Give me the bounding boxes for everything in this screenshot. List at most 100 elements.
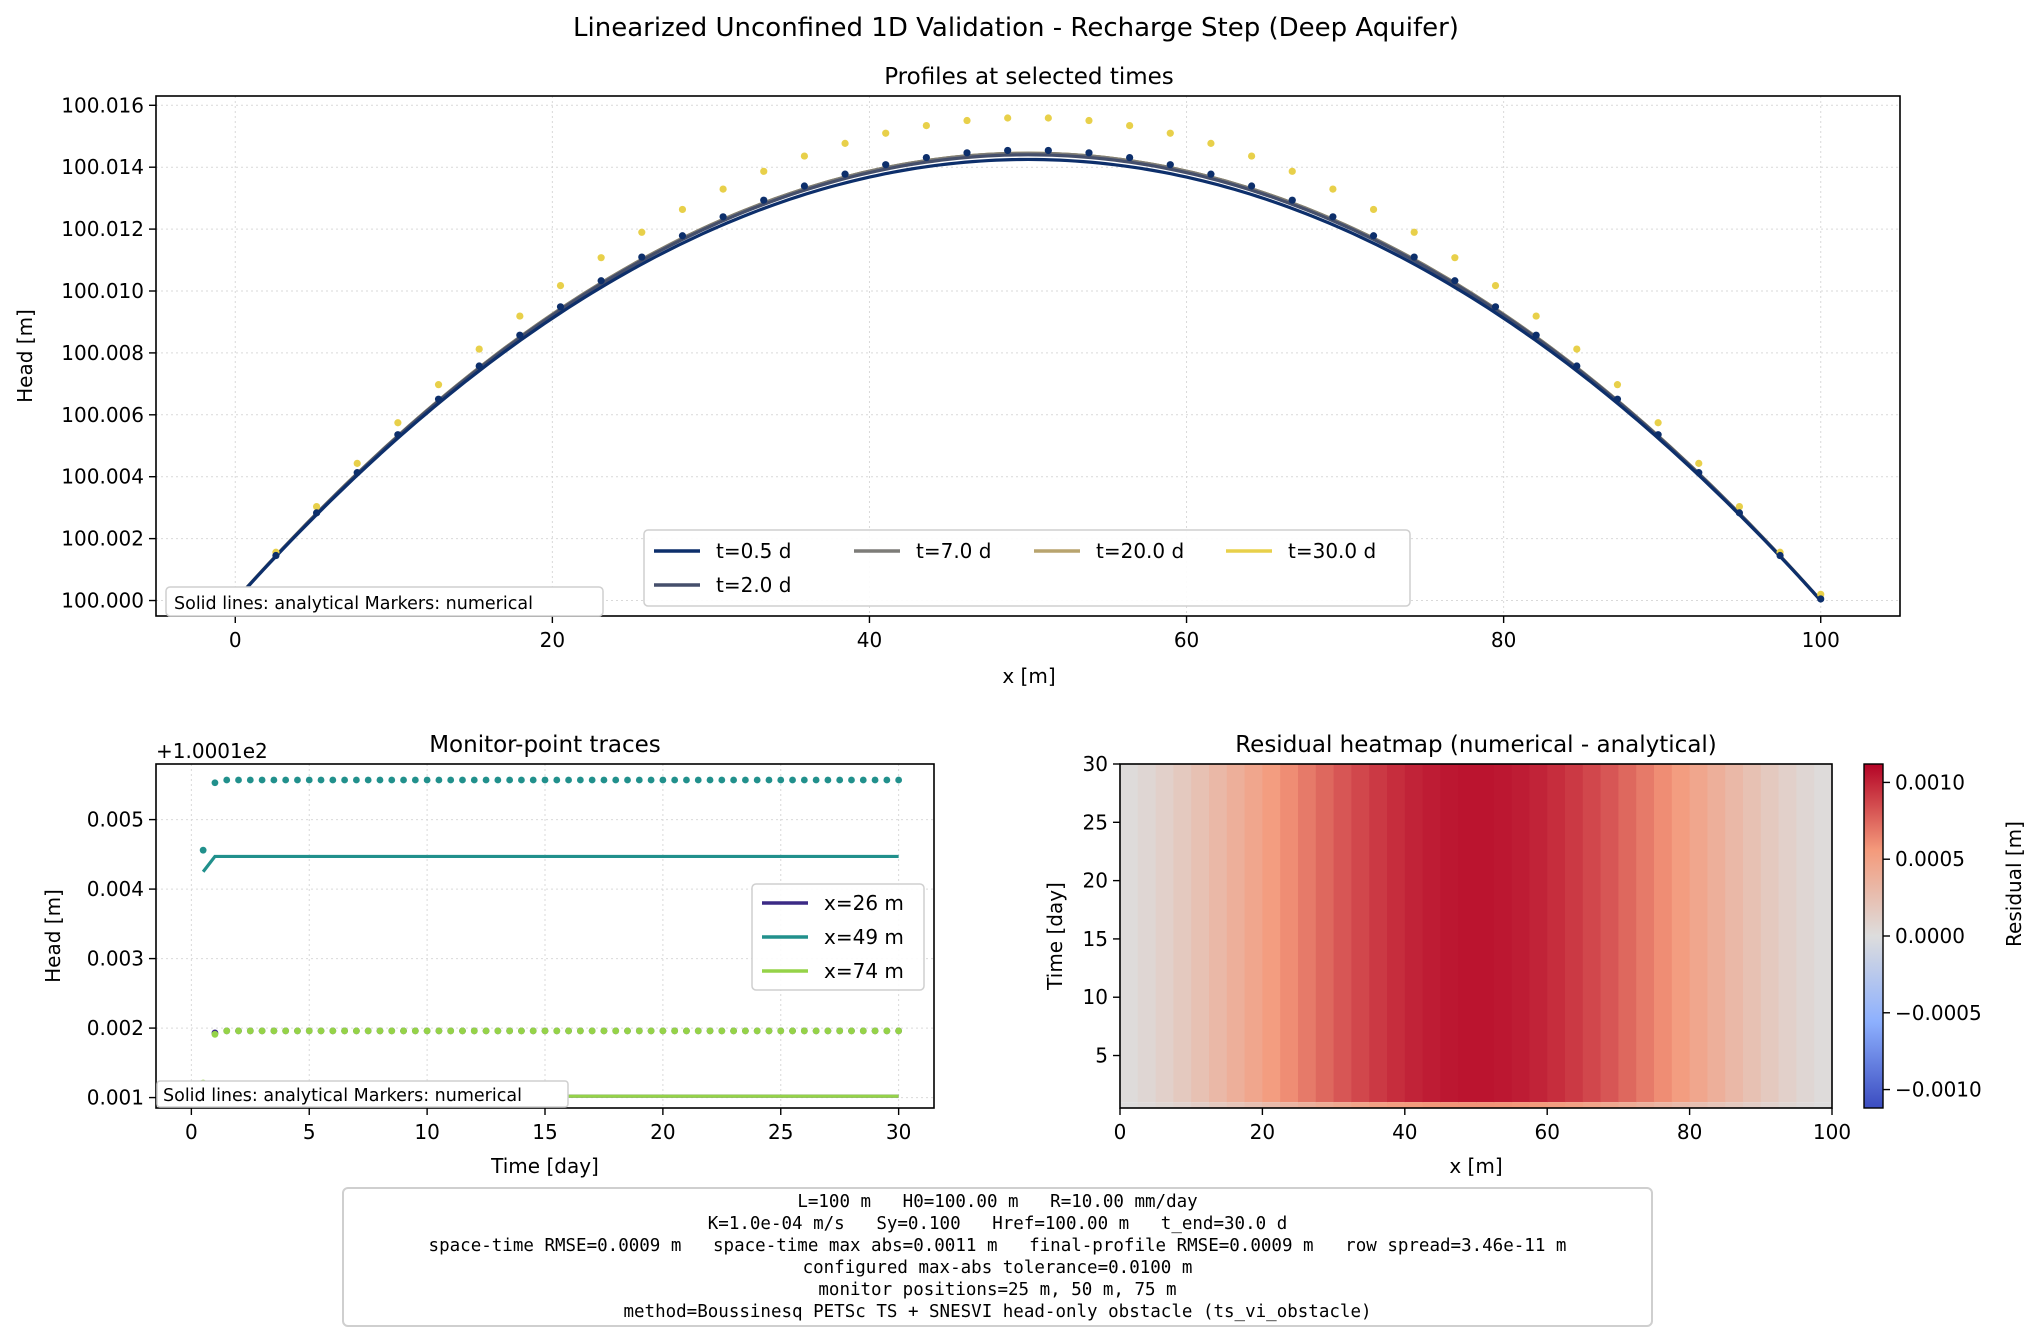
heatmap-cell: [1796, 1102, 1815, 1108]
profile-marker-t=30.0 d: [922, 122, 930, 130]
monitor-note: Solid lines: analytical Markers: numeric…: [156, 1080, 569, 1108]
monitor-marker-x=49 m: [411, 776, 419, 784]
profiles-xtick-label: 100: [1802, 628, 1840, 652]
heatmap-cells: [1120, 764, 1833, 1108]
heatmap-cell: [1760, 1102, 1780, 1108]
profile-marker-t=30.0 d: [638, 228, 646, 236]
heatmap-cell: [1209, 764, 1228, 1103]
figure-title: Linearized Unconfined 1D Validation - Re…: [573, 13, 1459, 43]
heatmap-cell: [1120, 1102, 1139, 1108]
monitor-marker-x=74 m: [423, 1027, 431, 1035]
profile-marker-t=30.0 d: [1207, 139, 1215, 147]
monitor-marker-x=74 m: [258, 1027, 266, 1035]
monitor-marker-x=49 m: [777, 776, 785, 784]
profiles-note: Solid lines: analytical Markers: numeric…: [165, 586, 604, 617]
profile-marker-t=30.0 d: [1085, 116, 1093, 125]
monitor-marker-x=74 m: [270, 1027, 278, 1035]
heatmap-cell: [1351, 1102, 1370, 1108]
monitor-marker-x=49 m: [211, 779, 219, 787]
monitor-marker-x=49 m: [482, 776, 490, 784]
profile-marker-t=0.5 d: [1491, 303, 1500, 311]
profile-marker-t=0.5 d: [1004, 146, 1012, 155]
monitor-marker-x=49 m: [235, 776, 242, 784]
monitor-marker-x=49 m: [730, 776, 738, 784]
monitor-marker-x=74 m: [765, 1027, 773, 1035]
profile-marker-t=0.5 d: [1817, 595, 1825, 603]
monitor-marker-x=49 m: [376, 776, 384, 784]
monitor-marker-x=49 m: [635, 776, 643, 784]
heatmap-cell: [1778, 764, 1797, 1103]
monitor-offset-label: +1.0001e2: [156, 739, 268, 763]
monitor-marker-x=49 m: [329, 776, 337, 784]
profile-marker-t=30.0 d: [556, 282, 565, 290]
monitor-marker-x=49 m: [600, 776, 608, 784]
monitor-legend: x=26 m x=49 m x=74 m: [751, 883, 925, 991]
profile-marker-t=0.5 d: [1207, 170, 1215, 178]
monitor-ytick-label: 0.005: [87, 808, 144, 832]
heatmap-cell: [1743, 1102, 1762, 1108]
monitor-marker-x=74 m: [800, 1027, 808, 1035]
heatmap-cell: [1280, 1102, 1299, 1108]
profiles-ytick-label: 100.016: [61, 93, 144, 117]
profile-marker-t=30.0 d: [1491, 282, 1500, 290]
profile-marker-t=0.5 d: [1329, 213, 1337, 221]
heatmap-cell: [1262, 1102, 1281, 1108]
heatmap-cell: [1137, 764, 1157, 1103]
monitor-xtick-label: 5: [303, 1120, 316, 1144]
heatmap-cell: [1209, 1102, 1228, 1108]
monitor-marker-x=74 m: [305, 1027, 313, 1035]
heatmap-xtick-label: 0: [1114, 1120, 1127, 1144]
heatmap-cell: [1387, 1102, 1406, 1108]
monitor-marker-x=74 m: [859, 1027, 867, 1035]
monitor-marker-x=49 m: [494, 776, 502, 784]
monitor-marker-x=49 m: [859, 776, 867, 784]
profile-marker-t=30.0 d: [841, 139, 849, 147]
profiles-chart: 0 20 40 60 80 100 100.000 100.002 100.004 100.006…: [13, 64, 1901, 688]
heatmap-cell: [1725, 1102, 1744, 1108]
monitor-note-text: Solid lines: analytical Markers: numeric…: [163, 1086, 522, 1106]
profiles-ytick-label: 100.014: [61, 155, 144, 179]
heatmap-cell: [1743, 764, 1762, 1103]
heatmap-ytick-label: 15: [1083, 927, 1108, 951]
heatmap-cell: [1689, 764, 1708, 1103]
monitor-marker-x=74 m: [624, 1027, 631, 1035]
profile-marker-t=30.0 d: [963, 116, 971, 125]
monitor-marker-x=74 m: [211, 1030, 219, 1038]
monitor-marker-x=49 m: [718, 776, 726, 784]
monitor-marker-x=74 m: [565, 1027, 572, 1035]
heatmap-cell: [1529, 764, 1548, 1103]
profiles-ytick-label: 100.006: [61, 403, 144, 427]
info-line-2: K=1.0e-04 m/s Sy=0.100 Href=100.00 m t_e…: [707, 1214, 1288, 1234]
profiles-legend: t=0.5 d t=2.0 d t=7.0 d t=20.0 d t=30.0 …: [643, 529, 1411, 607]
monitor-marker-x=49 m: [848, 776, 855, 784]
colorbar-ticks: −0.0010 −0.0005 0.0000 0.0005 0.0010: [1883, 770, 1982, 1102]
monitor-marker-x=49 m: [624, 776, 631, 784]
heatmap-cell: [1582, 764, 1602, 1103]
monitor-marker-x=49 m: [541, 776, 549, 784]
legend-label-t2.0: t=2.0 d: [716, 573, 791, 597]
heatmap-cell: [1422, 1102, 1441, 1108]
profile-marker-t=30.0 d: [1247, 152, 1256, 160]
monitor-marker-x=49 m: [258, 776, 266, 784]
profiles-ytick-label: 100.004: [61, 465, 144, 489]
monitor-chart: 0 5 10 15 20 25 30 0.001 0.002 0.003 0.004 0.005 Mo…: [41, 732, 935, 1178]
profile-marker-t=0.5 d: [1247, 182, 1256, 190]
monitor-ylabel: Head [m]: [41, 889, 65, 983]
monitor-ytick-label: 0.002: [87, 1016, 144, 1040]
heatmap-cell: [1458, 764, 1477, 1103]
heatmap-cell: [1440, 1102, 1459, 1108]
monitor-marker-x=49 m: [270, 776, 278, 784]
profile-marker-t=0.5 d: [1288, 196, 1296, 204]
profiles-legend-box: [643, 529, 1411, 607]
monitor-xlabel: Time [day]: [490, 1154, 599, 1178]
monitor-marker-x=49 m: [612, 776, 620, 784]
monitor-marker-x=74 m: [341, 1027, 349, 1035]
heatmap-cell: [1511, 1102, 1530, 1108]
profile-marker-t=0.5 d: [922, 153, 930, 162]
heatmap-cell: [1298, 1102, 1317, 1108]
monitor-marker-x=49 m: [553, 776, 561, 784]
profile-marker-t=30.0 d: [597, 254, 605, 262]
heatmap-cell: [1760, 764, 1780, 1103]
heatmap-cell: [1422, 764, 1441, 1103]
profile-line-t=0.5 d: [234, 157, 1822, 602]
